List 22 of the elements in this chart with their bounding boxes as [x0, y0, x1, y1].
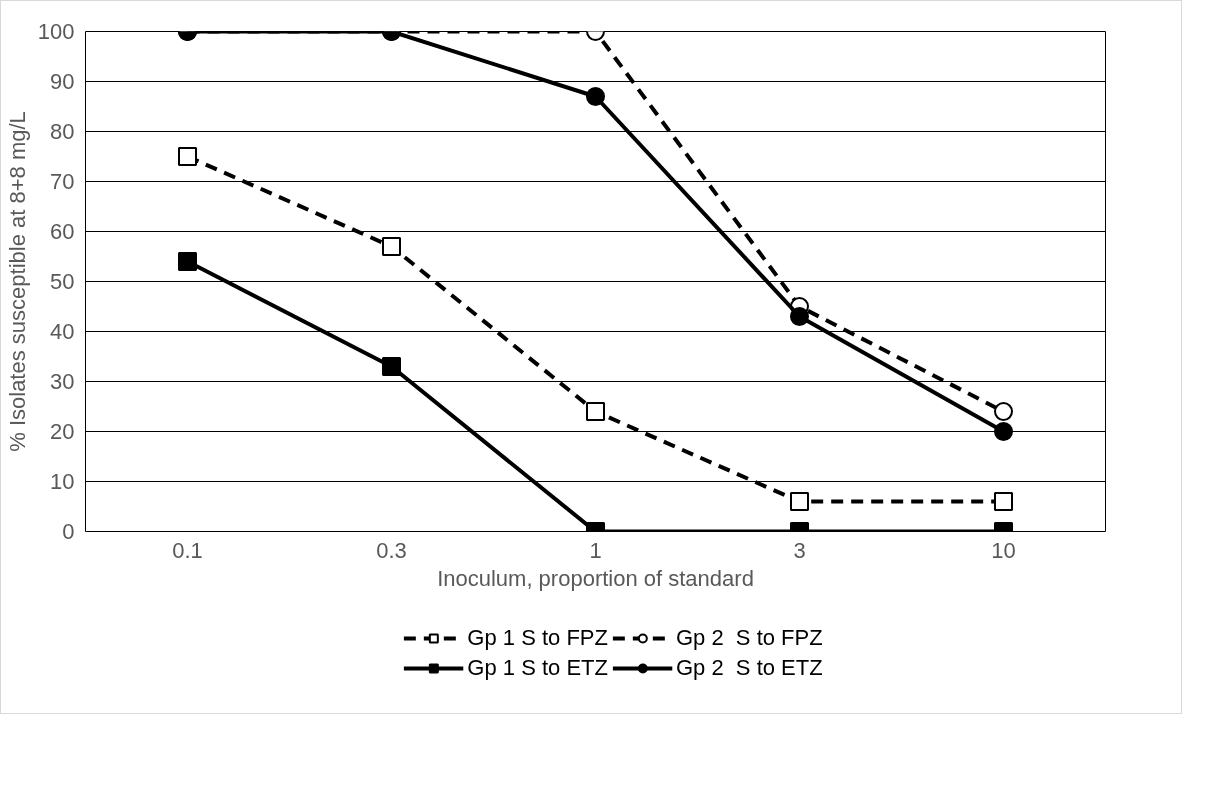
y-tick-label: 30	[50, 369, 75, 394]
x-tick-label: 1	[589, 537, 602, 563]
y-axis-title: % Isolates susceptible at 8+8 mg/L	[4, 111, 30, 452]
x-tick-label: 0.1	[172, 537, 203, 563]
legend-label: Gp 1 S to ETZ	[467, 655, 608, 681]
y-tick-label: 100	[37, 19, 75, 44]
y-tick-label: 50	[50, 269, 75, 294]
y-tick-label: 70	[50, 169, 75, 194]
legend-label: Gp 2 S to FPZ	[675, 625, 823, 651]
x-tick-label: 0.3	[376, 537, 407, 563]
y-tick-label: 40	[50, 319, 75, 344]
y-tick-label: 10	[50, 469, 75, 494]
x-axis-title: Inoculum, proportion of standard	[437, 565, 754, 591]
x-tick-label: 10	[991, 537, 1016, 563]
y-tick-label: 80	[50, 119, 75, 144]
y-tick-label: 60	[50, 219, 75, 244]
legend-label: Gp 2 S to ETZ	[675, 655, 823, 681]
y-tick-label: 90	[50, 69, 75, 94]
legend-label: Gp 1 S to FPZ	[467, 625, 608, 651]
y-tick-label: 0	[62, 519, 75, 544]
x-tick-label: 3	[793, 537, 806, 563]
y-tick-label: 20	[50, 419, 75, 444]
